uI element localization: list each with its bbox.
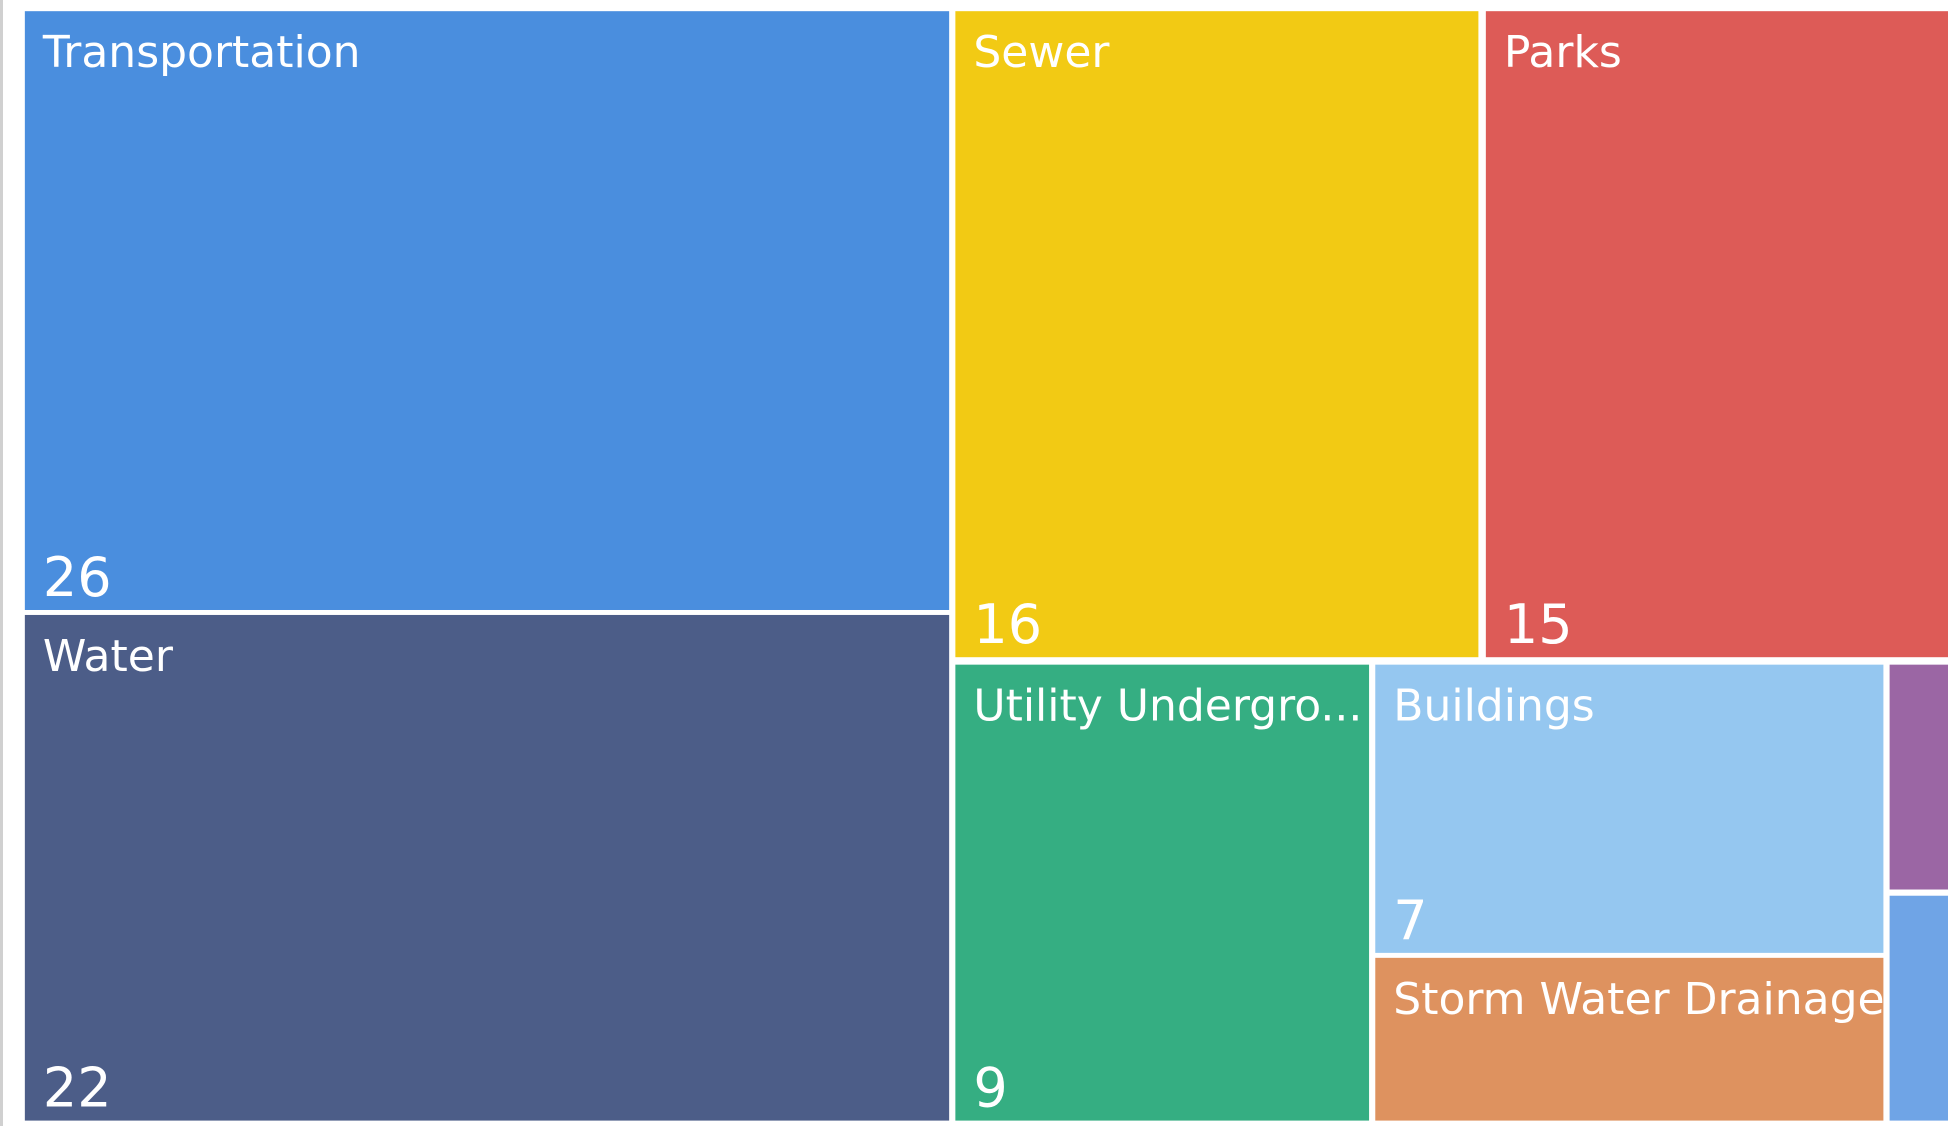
tile-value: 26 <box>43 546 112 609</box>
treemap-tile <box>1375 957 1884 1121</box>
tile-label: Transportation <box>42 27 361 78</box>
tile-label: Storm Water Drainage <box>1393 974 1884 1025</box>
treemap-tile <box>1889 895 1948 1121</box>
treemap-tile <box>955 11 1479 658</box>
treemap-tile <box>955 664 1370 1121</box>
treemap-tile <box>24 11 950 610</box>
tile-label: Sewer <box>973 27 1110 78</box>
tile-value: 15 <box>1504 593 1573 656</box>
treemap-tile <box>24 614 950 1121</box>
tile-value: 9 <box>973 1057 1007 1120</box>
tile-value: 7 <box>1393 889 1427 952</box>
treemap-tile <box>1375 664 1884 953</box>
tile-label: Utility Undergro... <box>973 681 1362 732</box>
treemap-tile <box>1485 11 1948 658</box>
left-border <box>0 0 3 1126</box>
tile-label: Buildings <box>1393 681 1594 732</box>
treemap-tile <box>1889 664 1948 890</box>
tile-label: Water <box>43 631 174 682</box>
tile-value: 16 <box>973 593 1042 656</box>
tile-value: 22 <box>43 1057 112 1120</box>
tile-label: Parks <box>1504 27 1622 78</box>
